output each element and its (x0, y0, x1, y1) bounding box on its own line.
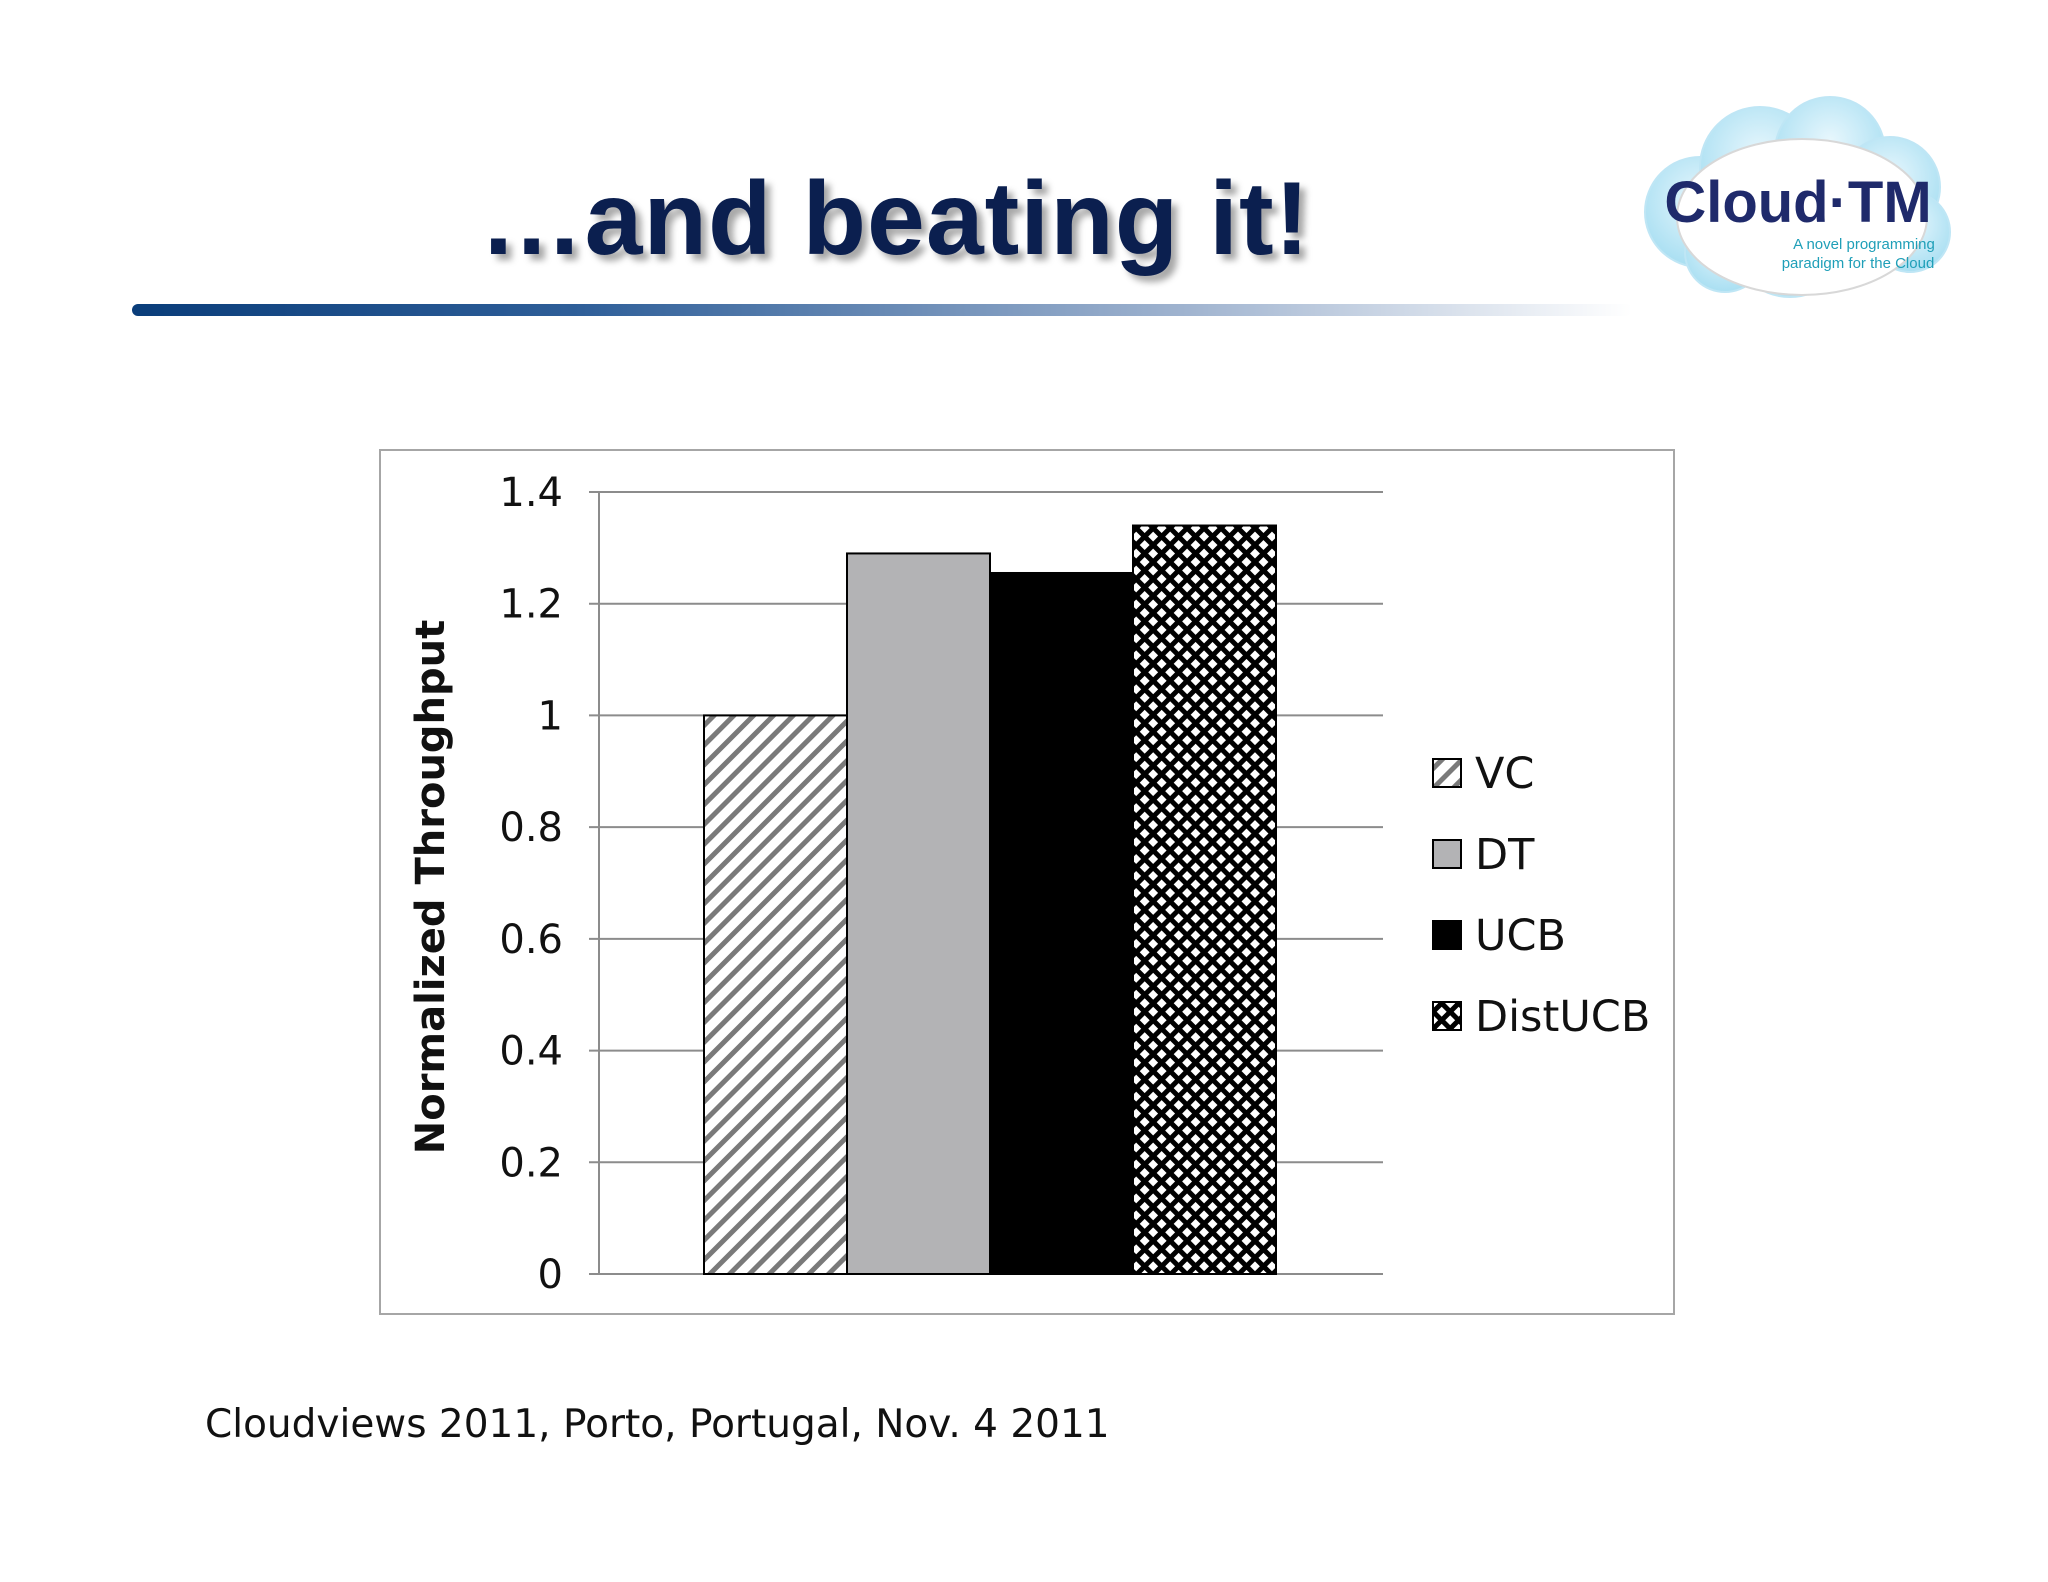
bar-dt (846, 552, 991, 1275)
y-tick-label: 1.2 (499, 582, 563, 628)
slide-title: …and beating it! (479, 161, 1311, 277)
legend-swatch-vc (1432, 758, 1462, 788)
bars (703, 524, 1277, 1275)
y-tick-label: 0.6 (499, 917, 563, 963)
legend-swatch-ucb (1432, 920, 1462, 950)
y-tick-label: 0 (538, 1252, 563, 1298)
logo-tagline-2: paradigm for the Cloud (1782, 255, 1935, 272)
y-axis: 0 0.2 0.4 0.6 0.8 1 1.2 1.4 (499, 470, 600, 1298)
chart-frame: 0 0.2 0.4 0.6 0.8 1 1.2 1.4 VC DT UCB DistUCB Norm… (379, 449, 1675, 1315)
cloud-tm-logo: Cloud·TM A novel programming paradigm fo… (1630, 92, 1960, 307)
legend: VC DT UCB DistUCB (1432, 749, 1650, 1042)
y-tick-label: 0.2 (499, 1140, 563, 1186)
bar-vc (703, 714, 848, 1275)
bar-ucb (989, 571, 1134, 1275)
y-tick-label: 1 (538, 693, 563, 739)
y-tick-label: 0.8 (499, 805, 563, 851)
logo-tagline-1: A novel programming (1793, 236, 1935, 253)
legend-label-ucb: UCB (1475, 911, 1566, 961)
y-tick-label: 1.4 (499, 470, 563, 516)
legend-label-distucb: DistUCB (1475, 992, 1650, 1042)
legend-label-vc: VC (1475, 749, 1534, 799)
y-axis-title: Normalized Throughput (408, 620, 454, 1155)
legend-label-dt: DT (1475, 830, 1535, 880)
y-tick-label: 0.4 (499, 1029, 563, 1075)
logo-name: Cloud·TM (1664, 170, 1931, 235)
legend-swatch-dt (1432, 839, 1462, 869)
title-underline (132, 304, 1632, 316)
bar-chart: 0 0.2 0.4 0.6 0.8 1 1.2 1.4 VC DT UCB DistUCB Norm… (408, 470, 1650, 1298)
legend-swatch-distucb (1432, 1001, 1462, 1031)
slide-footer: Cloudviews 2011, Porto, Portugal, Nov. 4… (205, 1402, 1110, 1447)
bar-distucb (1132, 524, 1277, 1275)
